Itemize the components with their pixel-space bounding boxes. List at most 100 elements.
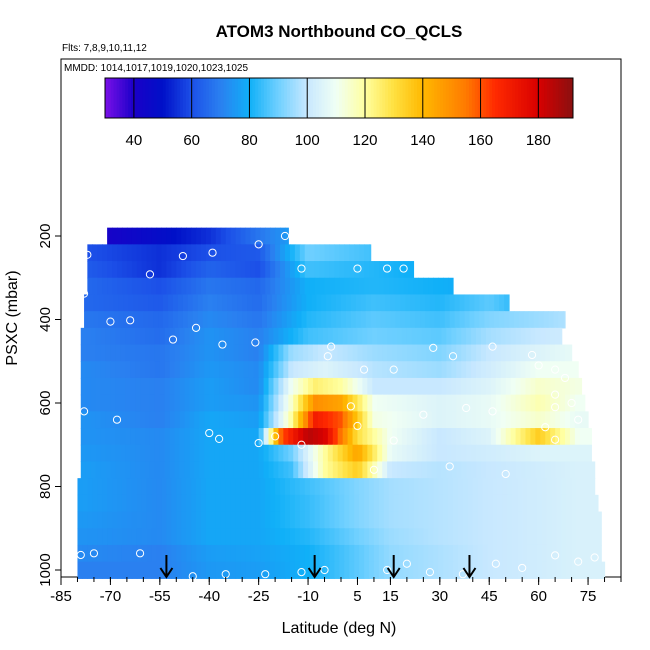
heatmap-cell	[512, 544, 518, 563]
heatmap-cell	[146, 244, 153, 262]
heatmap-cell	[406, 377, 413, 396]
heatmap-cell	[355, 294, 362, 312]
heatmap-cell	[492, 494, 499, 513]
heatmap-cell	[383, 277, 390, 296]
heatmap-cell	[288, 327, 294, 346]
heatmap-cell	[103, 311, 110, 329]
heatmap-cell	[505, 444, 512, 463]
heatmap-cell	[209, 461, 215, 479]
heatmap-cell	[357, 428, 364, 446]
heatmap-cell	[329, 244, 336, 262]
heatmap-cell	[293, 361, 299, 379]
heatmap-cell	[85, 444, 92, 463]
heatmap-cell	[327, 327, 334, 346]
heatmap-cell	[273, 428, 280, 446]
heatmap-cell	[154, 377, 161, 396]
colorbar-segment	[353, 78, 357, 118]
heatmap-cell	[471, 327, 477, 346]
sample-point	[135, 549, 145, 558]
heatmap-cell	[487, 528, 494, 546]
heatmap-cell	[574, 361, 579, 379]
sample-point	[425, 567, 435, 577]
heatmap-cell	[352, 428, 359, 446]
colorbar-segment	[492, 78, 496, 118]
heatmap-cell	[210, 528, 217, 546]
heatmap-cell	[367, 428, 373, 446]
heatmap-cell	[433, 561, 439, 579]
heatmap-cell	[291, 294, 298, 312]
heatmap-cell	[487, 561, 494, 579]
heatmap-cell	[110, 377, 116, 396]
heatmap-cell	[535, 428, 541, 446]
colorbar-segment	[272, 78, 276, 118]
heatmap-cell	[441, 394, 448, 412]
heatmap-cell	[565, 361, 571, 379]
heatmap-cell	[324, 277, 331, 296]
heatmap-cell	[220, 528, 227, 546]
heatmap-cell	[466, 461, 472, 479]
heatmap-cell	[436, 344, 443, 362]
heatmap-cell	[426, 428, 433, 446]
heatmap-cell	[174, 327, 181, 346]
heatmap-cell	[354, 561, 360, 579]
heatmap-cell	[265, 261, 271, 279]
heatmap-cell	[250, 244, 256, 262]
heatmap-cell	[90, 344, 97, 362]
heatmap-cell	[212, 311, 219, 329]
heatmap-cell	[112, 511, 118, 529]
heatmap-cell	[135, 461, 141, 479]
heatmap-cell	[225, 227, 232, 245]
heatmap-cell	[329, 261, 336, 279]
heatmap-cell	[337, 411, 344, 429]
heatmap-cell	[494, 294, 500, 312]
heatmap-cell	[82, 494, 88, 513]
flight-marker-arrowhead	[159, 567, 174, 579]
heatmap-cell	[373, 511, 380, 529]
heatmap-cell	[314, 277, 321, 296]
heatmap-cell	[357, 394, 364, 412]
heatmap-cell	[525, 327, 532, 346]
heatmap-cell	[233, 361, 240, 379]
heatmap-cell	[110, 394, 116, 412]
heatmap-cell	[110, 428, 116, 446]
heatmap-cell	[510, 377, 517, 396]
heatmap-cell	[219, 444, 225, 463]
heatmap-cell	[369, 478, 375, 496]
colorbar-segment	[287, 78, 291, 118]
heatmap-cell	[324, 511, 331, 529]
heatmap-cell	[362, 444, 368, 463]
heatmap-cell	[397, 377, 403, 396]
heatmap-cell	[230, 528, 237, 546]
heatmap-cell	[199, 444, 205, 463]
colorbar-segment	[284, 78, 288, 118]
heatmap-cell	[154, 411, 161, 429]
heatmap-cell	[510, 461, 517, 479]
heatmap-cell	[289, 561, 296, 579]
heatmap-cell	[214, 428, 220, 446]
heatmap-cell	[258, 444, 265, 463]
heatmap-cell	[283, 444, 289, 463]
heatmap-cell	[100, 444, 107, 463]
heatmap-cell	[95, 344, 102, 362]
heatmap-cell	[471, 377, 477, 396]
heatmap-cell	[219, 394, 225, 412]
heatmap-cell	[332, 461, 339, 479]
heatmap-cell	[322, 377, 329, 396]
heatmap-cell	[224, 361, 230, 379]
heatmap-cell	[225, 277, 232, 296]
heatmap-cell	[387, 394, 393, 412]
heatmap-cell	[327, 377, 334, 396]
colorbar-segment	[266, 78, 271, 118]
colorbar-segment	[278, 78, 282, 118]
heatmap-cell	[418, 478, 424, 496]
heatmap-cell	[550, 394, 556, 412]
heatmap-cell	[517, 544, 523, 563]
heatmap-cell	[265, 494, 271, 513]
heatmap-cell	[584, 428, 591, 446]
heatmap-cell	[476, 377, 482, 396]
heatmap-cell	[495, 327, 502, 346]
heatmap-cell	[87, 277, 93, 296]
heatmap-cell	[438, 561, 444, 579]
heatmap-cell	[347, 444, 354, 463]
heatmap-cell	[545, 377, 551, 396]
